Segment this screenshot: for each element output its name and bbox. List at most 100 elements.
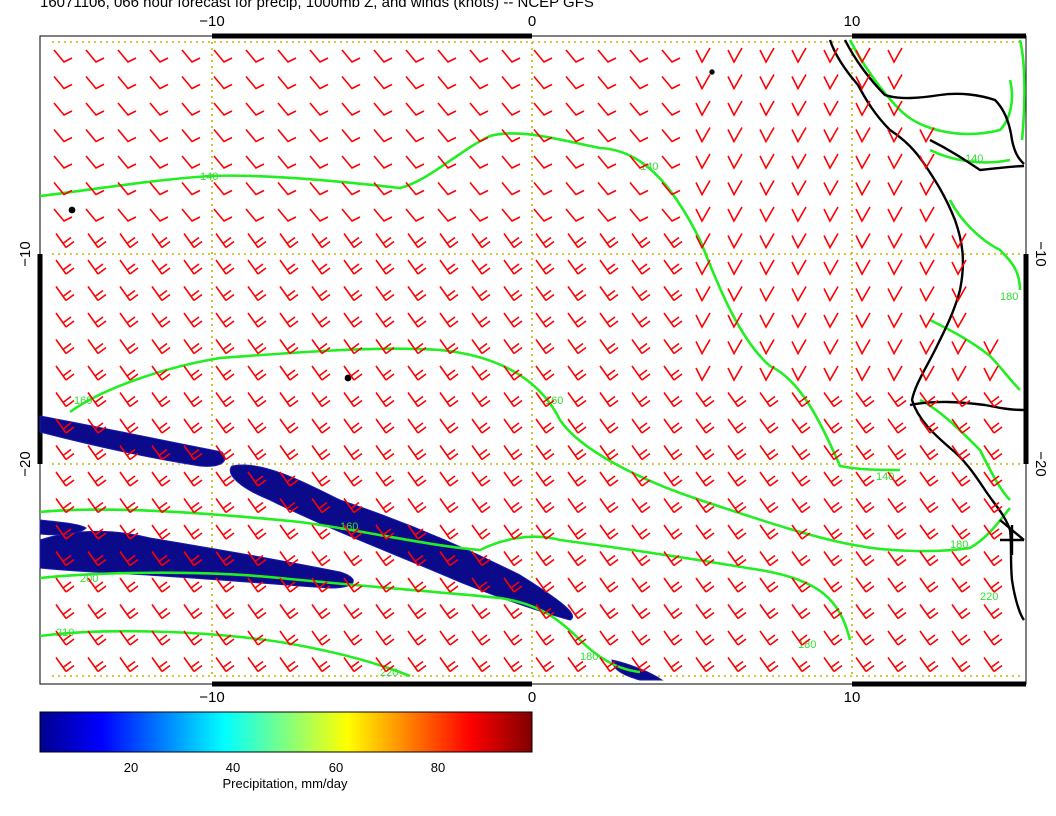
wind-barb — [663, 498, 683, 514]
wind-barb — [405, 102, 425, 116]
wind-barb — [183, 630, 203, 646]
wind-barb — [55, 418, 75, 434]
wind-barb — [213, 49, 233, 63]
wind-barb — [55, 259, 75, 275]
wind-barb — [53, 128, 73, 143]
wind-barb — [983, 365, 999, 382]
wind-barb — [311, 259, 331, 275]
wind-barb — [55, 392, 75, 408]
wind-barb — [663, 577, 683, 593]
wind-barb — [629, 208, 649, 222]
wind-barb — [919, 577, 939, 593]
wind-barb — [791, 100, 807, 117]
wind-barb — [567, 551, 587, 567]
wind-barb — [343, 339, 363, 355]
wind-barb — [375, 339, 395, 355]
wind-barb — [245, 181, 265, 196]
wind-barb — [471, 365, 491, 381]
wind-barb — [695, 153, 711, 170]
wind-barb — [919, 153, 935, 170]
wind-barb — [437, 128, 457, 143]
wind-barb — [631, 445, 651, 461]
wind-barb — [597, 75, 617, 90]
wind-barb — [343, 604, 363, 620]
wind-barb — [791, 180, 807, 197]
contour-label: 140 — [640, 161, 658, 173]
wind-barb — [887, 312, 903, 329]
wind-barb — [279, 604, 299, 620]
wind-barb — [727, 339, 743, 356]
wind-barb — [887, 233, 903, 250]
wind-barb — [791, 339, 807, 356]
wind-barb — [439, 604, 459, 620]
wind-barb — [311, 498, 331, 514]
wind-barb — [855, 604, 875, 620]
wind-barb — [663, 445, 683, 461]
wind-barb — [311, 365, 331, 381]
wind-barb — [245, 128, 265, 143]
wind-barb — [599, 286, 619, 302]
wind-barb — [117, 49, 137, 63]
wind-barb — [277, 49, 297, 63]
wind-barb — [55, 498, 75, 514]
wind-barb — [119, 365, 139, 381]
wind-barb — [919, 312, 935, 329]
wind-barb — [951, 657, 971, 673]
wind-barb — [727, 418, 747, 434]
wind-barb — [407, 445, 427, 461]
wind-barb — [87, 657, 107, 673]
wind-barb — [631, 657, 651, 673]
wind-barb — [341, 49, 361, 63]
wind-barb — [535, 445, 555, 461]
wind-barb — [247, 339, 267, 355]
wind-barb — [919, 630, 939, 646]
wind-barb — [695, 233, 711, 250]
wind-barb — [311, 604, 331, 620]
wind-barb — [791, 418, 811, 434]
wind-barb — [535, 392, 555, 408]
wind-barb — [343, 392, 363, 408]
wind-barb — [887, 524, 907, 540]
wind-barb — [887, 127, 903, 144]
wind-barb — [181, 75, 201, 90]
wind-barb — [567, 339, 587, 355]
wind-barb — [373, 49, 393, 63]
wind-barb — [149, 208, 169, 222]
wind-barb — [567, 233, 587, 249]
wind-barb — [695, 286, 711, 303]
wind-barb — [247, 604, 267, 620]
wind-barb — [279, 259, 299, 275]
wind-barb — [695, 74, 711, 91]
wind-barb — [55, 630, 75, 646]
wind-barb — [183, 604, 203, 620]
wind-barb — [759, 47, 775, 64]
wind-barb — [375, 551, 395, 567]
wind-barb — [55, 339, 75, 355]
wind-barb — [533, 49, 553, 63]
wind-barb — [375, 312, 395, 328]
wind-barb — [599, 657, 619, 673]
wind-barb — [855, 498, 875, 514]
wind-barb — [151, 365, 171, 381]
wind-barb — [149, 181, 169, 196]
wind-barb — [279, 392, 299, 408]
wind-barb — [471, 551, 491, 567]
wind-barb — [695, 604, 715, 620]
wind-barb — [503, 604, 523, 620]
wind-barb — [343, 657, 363, 673]
wind-barb — [437, 75, 457, 90]
wind-barb — [469, 155, 489, 169]
wind-barb — [471, 630, 491, 646]
wind-barb — [661, 75, 681, 90]
wind-barb — [983, 577, 1003, 593]
wind-barb — [727, 577, 747, 593]
wind-barb — [631, 312, 651, 328]
wind-barb — [245, 49, 265, 63]
wind-barb — [469, 181, 489, 196]
wind-barb — [983, 445, 1003, 461]
wind-barb — [215, 233, 235, 249]
wind-barb — [695, 577, 715, 593]
wind-barb — [437, 208, 457, 222]
wind-barb — [343, 259, 363, 275]
wind-barb — [501, 155, 521, 169]
